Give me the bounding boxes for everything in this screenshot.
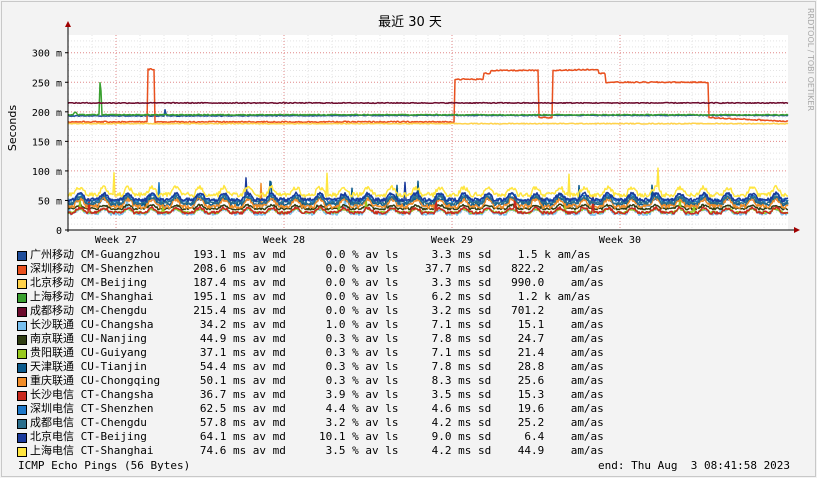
series-line xyxy=(67,177,789,203)
legend-swatch xyxy=(17,265,27,275)
x-tick-label: Week 28 xyxy=(263,235,305,246)
legend-swatch xyxy=(17,251,27,261)
y-tick-label: 0 xyxy=(56,226,62,237)
legend-label: 天津联通 CU-Tianjin 54.4 ms av md 0.3 % av l… xyxy=(30,360,604,373)
y-tick-label: 300 m xyxy=(32,49,62,60)
plot-area: 0 50 m 100 m 150 m 200 m 250 m 300 m Week 27 Wee… xyxy=(32,21,800,246)
x-axis-arrow xyxy=(794,227,800,233)
legend-label: 深圳电信 CT-Shenzhen 62.5 ms av md 4.4 % av … xyxy=(30,402,604,415)
y-tick-label: 250 m xyxy=(32,78,62,89)
legend-label: 北京电信 CT-Beijing 64.1 ms av md 10.1 % av … xyxy=(30,430,604,443)
legend-label: 上海电信 CT-Shanghai 74.6 ms av md 3.5 % av … xyxy=(30,444,604,457)
series-line xyxy=(67,122,789,125)
legend-swatch xyxy=(17,279,27,289)
series-line xyxy=(67,182,789,210)
legend-label: 上海移动 CM-Shanghai 195.1 ms av md 0.0 % av… xyxy=(30,290,591,303)
legend-swatch xyxy=(17,335,27,345)
legend-label: 成都电信 CT-Chengdu 57.8 ms av md 3.2 % av l… xyxy=(30,416,604,429)
series-line xyxy=(67,101,789,105)
legend-label: 贵阳联通 CU-Guiyang 37.1 ms av md 0.3 % av l… xyxy=(30,346,604,359)
chart-title: 最近 30 天 xyxy=(378,15,442,30)
legend-swatch xyxy=(17,321,27,331)
legend-label: 北京移动 CM-Beijing 187.4 ms av md 0.0 % av … xyxy=(30,276,604,289)
legend-label: 重庆联通 CU-Chongqing 50.1 ms av md 0.3 % av… xyxy=(30,374,604,387)
legend-label: 成都移动 CM-Chengdu 215.4 ms av md 0.0 % av … xyxy=(30,304,604,317)
series-line xyxy=(68,194,789,215)
legend-swatch xyxy=(17,363,27,373)
series-line xyxy=(67,194,789,206)
legend-swatch xyxy=(17,419,27,429)
y-tick-label: 200 m xyxy=(32,108,62,119)
legend-swatch xyxy=(17,433,27,443)
legend-swatch xyxy=(17,349,27,359)
legend-swatch xyxy=(17,307,27,317)
legend-swatch xyxy=(17,447,27,457)
legend-label: 南京联通 CU-Nanjing 44.9 ms av md 0.3 % av l… xyxy=(30,332,604,345)
legend-swatch xyxy=(17,405,27,415)
legend-swatch xyxy=(17,391,27,401)
y-axis-label: Seconds xyxy=(6,105,19,151)
series-line xyxy=(67,167,789,198)
x-tick-label: Week 29 xyxy=(431,235,473,246)
legend-label: 广州移动 CM-Guangzhou 193.1 ms av md 0.0 % a… xyxy=(30,248,591,261)
legend-label: 长沙电信 CT-Changsha 36.7 ms av md 3.9 % av … xyxy=(30,388,604,401)
legend-swatch xyxy=(17,293,27,303)
y-tick-label: 100 m xyxy=(32,167,62,178)
y-tick-label: 50 m xyxy=(38,196,62,207)
x-tick-label: Week 27 xyxy=(95,235,137,246)
y-tick-label: 150 m xyxy=(32,137,62,148)
watermark: RRDTOOL / TOBI OETIKER xyxy=(806,8,815,111)
legend-swatch xyxy=(17,377,27,387)
footer-description: ICMP Echo Pings (56 Bytes) xyxy=(18,459,191,472)
footer-end-time: end: Thu Aug 3 08:41:58 2023 xyxy=(598,459,791,472)
x-tick-label: Week 30 xyxy=(599,235,641,246)
series-line xyxy=(67,68,789,124)
legend-label: 长沙联通 CU-Changsha 34.2 ms av md 1.0 % av … xyxy=(30,318,604,331)
y-axis-arrow xyxy=(65,21,71,27)
series-line xyxy=(67,81,789,116)
legend-label: 深圳移动 CM-Shenzhen 208.6 ms av md 0.0 % av… xyxy=(30,262,604,275)
